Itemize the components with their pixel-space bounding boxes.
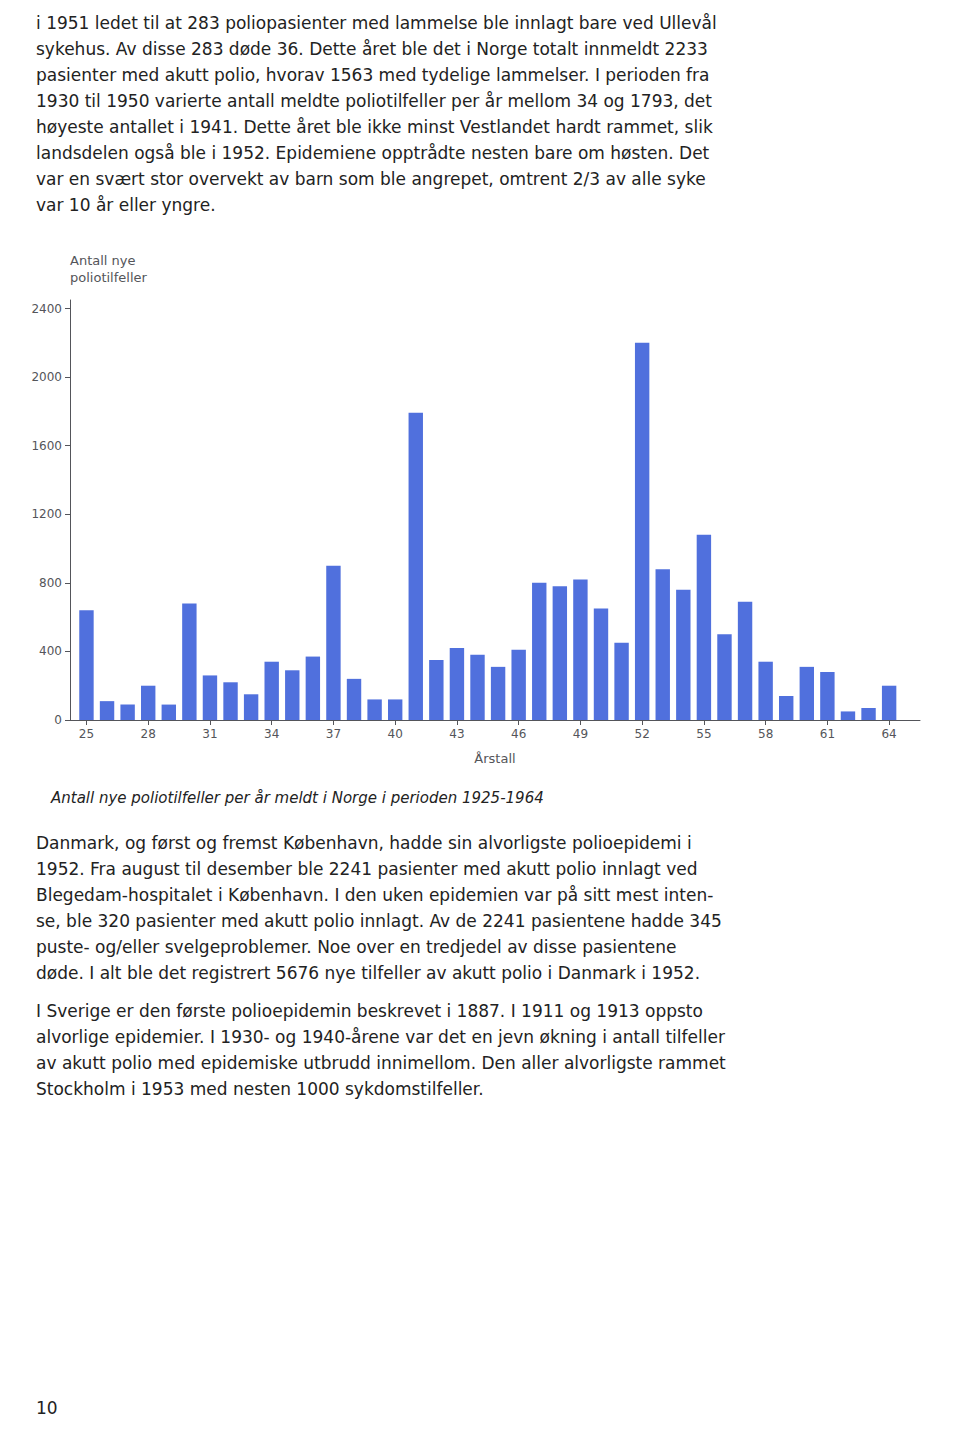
svg-text:var en svært stor overvekt av: var en svært stor overvekt av barn som b…: [36, 169, 706, 189]
svg-text:1200: 1200: [31, 507, 62, 521]
svg-text:poliotilfeller: poliotilfeller: [70, 270, 148, 285]
svg-text:49: 49: [573, 727, 588, 741]
svg-text:46: 46: [511, 727, 526, 741]
svg-text:Antall nye poliotilfeller per: Antall nye poliotilfeller per år meldt i…: [50, 789, 544, 807]
svg-text:I Sverige er den første polioe: I Sverige er den første polioepidemin be…: [36, 1001, 703, 1021]
svg-text:alvorlige epidemier. I 1930- o: alvorlige epidemier. I 1930- og 1940-åre…: [36, 1027, 725, 1047]
svg-text:64: 64: [881, 727, 896, 741]
svg-text:0: 0: [54, 713, 62, 727]
svg-text:800: 800: [39, 576, 62, 590]
svg-text:Danmark, og først og fremst Kø: Danmark, og først og fremst København, h…: [36, 833, 692, 853]
svg-text:52: 52: [635, 727, 650, 741]
svg-text:pasienter med akutt polio, hvo: pasienter med akutt polio, hvorav 1563 m…: [36, 65, 710, 85]
svg-text:1600: 1600: [31, 439, 62, 453]
svg-text:se, ble 320 pasienter med akut: se, ble 320 pasienter med akutt polio in…: [36, 911, 722, 931]
svg-text:var 10 år eller yngre.: var 10 år eller yngre.: [36, 195, 216, 215]
svg-text:25: 25: [79, 727, 94, 741]
svg-text:43: 43: [449, 727, 464, 741]
svg-text:døde. I alt ble det registrert: døde. I alt ble det registrert 5676 nye …: [36, 963, 700, 983]
svg-text:i 1951 ledet til at 283 poliop: i 1951 ledet til at 283 poliopasienter m…: [36, 13, 717, 33]
svg-text:Blegedam-hospitalet i Københav: Blegedam-hospitalet i København. I den u…: [36, 885, 713, 905]
svg-text:34: 34: [264, 727, 279, 741]
svg-text:Årstall: Årstall: [474, 751, 515, 766]
svg-text:10: 10: [36, 1398, 58, 1418]
svg-text:28: 28: [141, 727, 156, 741]
svg-text:2000: 2000: [31, 370, 62, 384]
svg-text:Stockholm i 1953 med nesten 10: Stockholm i 1953 med nesten 1000 sykdoms…: [36, 1079, 484, 1099]
svg-text:puste- og/eller svelgeprobleme: puste- og/eller svelgeproblemer. Noe ove…: [36, 937, 677, 957]
svg-text:61: 61: [820, 727, 835, 741]
svg-text:landsdelen også ble i 1952. Ep: landsdelen også ble i 1952. Epidemiene o…: [36, 143, 710, 163]
svg-text:Antall nye: Antall nye: [70, 253, 135, 268]
svg-text:58: 58: [758, 727, 773, 741]
svg-text:sykehus. Av disse 283 døde 36.: sykehus. Av disse 283 døde 36. Dette åre…: [36, 39, 708, 59]
svg-text:55: 55: [696, 727, 711, 741]
svg-text:40: 40: [388, 727, 403, 741]
svg-text:av akutt polio med epidemiske: av akutt polio med epidemiske utbrudd in…: [36, 1053, 726, 1073]
svg-text:1930 til 1950 varierte antall: 1930 til 1950 varierte antall meldte pol…: [36, 91, 712, 111]
svg-text:2400: 2400: [31, 302, 62, 316]
svg-text:37: 37: [326, 727, 341, 741]
svg-text:1952. Fra august til desember: 1952. Fra august til desember ble 2241 p…: [36, 859, 697, 879]
svg-text:høyeste antallet i 1941. Dette: høyeste antallet i 1941. Dette året ble …: [36, 117, 713, 137]
svg-text:400: 400: [39, 644, 62, 658]
svg-text:31: 31: [202, 727, 217, 741]
